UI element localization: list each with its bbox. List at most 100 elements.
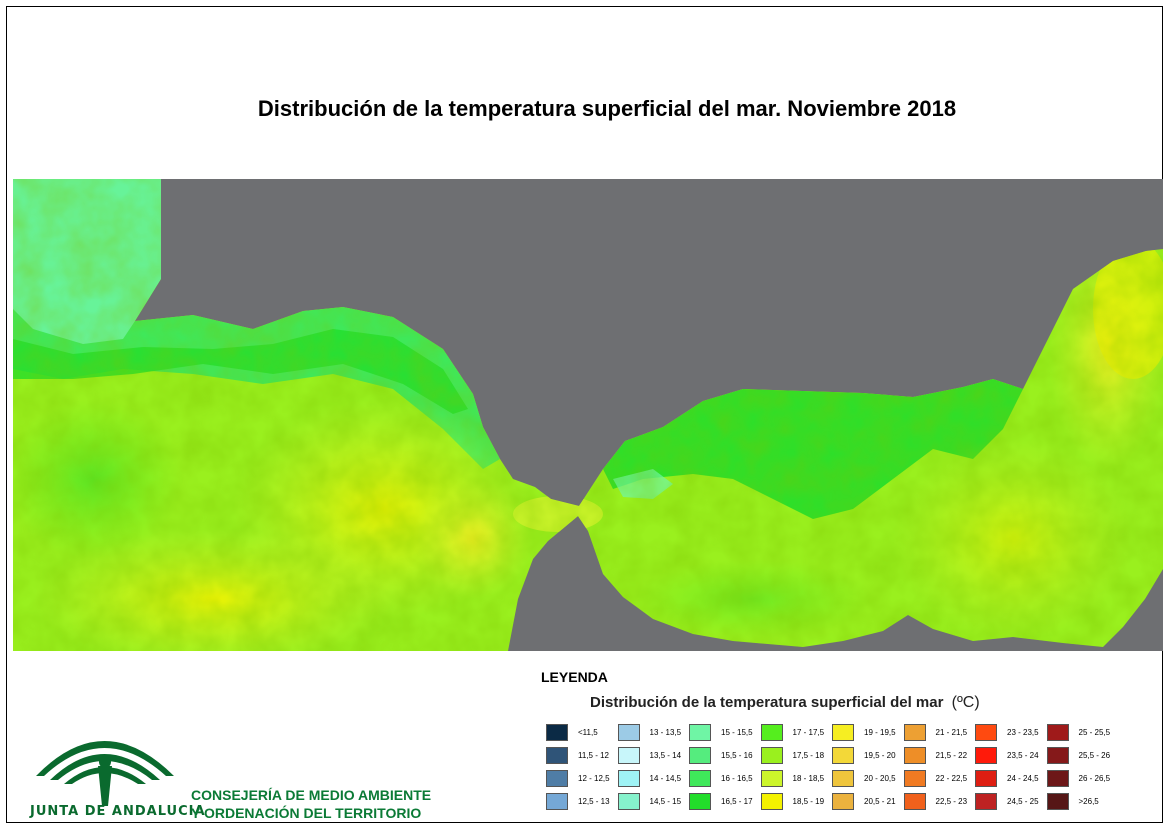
legend-item: 14,5 - 15	[617, 793, 682, 810]
legend-label: 18,5 - 19	[792, 797, 825, 806]
legend-item: 26 - 26,5	[1046, 770, 1111, 787]
legend-swatch	[546, 724, 568, 741]
legend-label: 17 - 17,5	[792, 728, 825, 737]
legend-item: 25,5 - 26	[1046, 747, 1111, 764]
junta-de-andalucia-logo	[36, 741, 174, 806]
legend-swatch	[832, 747, 854, 764]
legend-item: 19 - 19,5	[832, 724, 896, 741]
legend-label: 17,5 - 18	[792, 751, 825, 760]
legend-item: 22 - 22,5	[903, 770, 968, 787]
legend-item: 19,5 - 20	[832, 747, 896, 764]
legend-swatch	[546, 770, 568, 787]
legend-unit: (ºC)	[951, 694, 980, 711]
legend-swatch	[903, 724, 926, 741]
legend-label: 16 - 16,5	[721, 774, 753, 783]
legend-item: 12 - 12,5	[546, 770, 610, 787]
legend-label: 22 - 22,5	[935, 774, 968, 783]
legend-item: 21,5 - 22	[903, 747, 968, 764]
legend-subtitle-text: Distribución de la temperatura superfici…	[590, 694, 944, 711]
legend-label: >26,5	[1078, 797, 1099, 806]
legend-item: 16,5 - 17	[689, 793, 753, 810]
legend-swatch	[975, 747, 997, 764]
legend-item: 15,5 - 16	[689, 747, 753, 764]
legend-label: 15,5 - 16	[721, 751, 753, 760]
legend-swatch	[760, 770, 783, 787]
legend-swatch	[617, 770, 640, 787]
legend-label: 20 - 20,5	[864, 774, 896, 783]
legend-label: 18 - 18,5	[792, 774, 825, 783]
legend-label: 13 - 13,5	[649, 728, 682, 737]
legend-swatch	[903, 770, 926, 787]
legend-swatch	[689, 747, 711, 764]
legend-swatch	[760, 747, 783, 764]
legend-item: 22,5 - 23	[903, 793, 968, 810]
legend-label: 23 - 23,5	[1007, 728, 1039, 737]
legend-item: 25 - 25,5	[1046, 724, 1111, 741]
legend-swatch	[832, 724, 854, 741]
map-title: Distribución de la temperatura superfici…	[257, 96, 957, 121]
logo-text: JUNTA DE ANDALUCIA	[30, 804, 206, 819]
legend-swatch	[1046, 793, 1069, 810]
sea-temperature-map	[13, 179, 1163, 651]
legend-swatch	[903, 747, 926, 764]
organization-line-1: CONSEJERÍA DE MEDIO AMBIENTE	[191, 787, 432, 803]
legend-swatch	[689, 770, 711, 787]
legend-item: 16 - 16,5	[689, 770, 753, 787]
legend-item: 17,5 - 18	[760, 747, 825, 764]
legend-item: 12,5 - 13	[546, 793, 610, 810]
legend-item: 11,5 - 12	[546, 747, 609, 764]
legend-item: 18 - 18,5	[760, 770, 825, 787]
legend-label: 16,5 - 17	[721, 797, 753, 806]
legend-swatch	[617, 724, 640, 741]
legend-label: 15 - 15,5	[721, 728, 753, 737]
legend-item: <11,5	[546, 724, 598, 741]
legend-label: 23,5 - 24	[1007, 751, 1039, 760]
legend-swatch	[975, 770, 997, 787]
legend-label: 19,5 - 20	[864, 751, 896, 760]
legend-item: 13,5 - 14	[617, 747, 682, 764]
legend-swatch	[975, 793, 997, 810]
legend-item: 14 - 14,5	[617, 770, 681, 787]
legend-label: 12 - 12,5	[578, 774, 610, 783]
legend-swatch	[617, 747, 640, 764]
legend-swatch	[546, 747, 568, 764]
legend-swatch	[760, 793, 783, 810]
legend-label: 19 - 19,5	[864, 728, 896, 737]
legend-label: 24,5 - 25	[1007, 797, 1039, 806]
legend-swatch	[832, 793, 854, 810]
legend-item: 20,5 - 21	[832, 793, 896, 810]
legend-swatch	[689, 724, 711, 741]
organization-line-2: Y ORDENACIÓN DEL TERRITORIO	[191, 805, 422, 821]
legend-swatch	[1046, 747, 1069, 764]
legend-label: 26 - 26,5	[1078, 774, 1111, 783]
legend-label: 25,5 - 26	[1078, 751, 1111, 760]
legend-swatch	[760, 724, 783, 741]
legend-swatch	[617, 793, 640, 810]
legend-swatch	[546, 793, 568, 810]
legend-item: 18,5 - 19	[760, 793, 825, 810]
legend-swatch	[903, 793, 926, 810]
legend-item: 15 - 15,5	[689, 724, 753, 741]
legend-label: 22,5 - 23	[935, 797, 968, 806]
legend-label: 21,5 - 22	[935, 751, 968, 760]
legend-swatch	[1046, 770, 1069, 787]
legend-label: 25 - 25,5	[1078, 728, 1111, 737]
legend-item: 23 - 23,5	[975, 724, 1039, 741]
legend-label: 13,5 - 14	[649, 751, 682, 760]
legend-item: 17 - 17,5	[760, 724, 825, 741]
legend-item: 21 - 21,5	[903, 724, 967, 741]
legend-swatch	[975, 724, 997, 741]
legend-label: 11,5 - 12	[578, 751, 609, 760]
legend-swatch	[1046, 724, 1069, 741]
legend-heading: LEYENDA	[541, 669, 608, 685]
legend-item: 20 - 20,5	[832, 770, 896, 787]
legend-label: 12,5 - 13	[578, 797, 610, 806]
legend-swatch	[689, 793, 711, 810]
legend-item: 24,5 - 25	[975, 793, 1039, 810]
organization-name: CONSEJERÍA DE MEDIO AMBIENTE Y ORDENACIÓ…	[191, 786, 431, 822]
legend-subtitle: Distribución de la temperatura superfici…	[590, 694, 980, 712]
legend-label: 20,5 - 21	[864, 797, 896, 806]
legend-item: 24 - 24,5	[975, 770, 1039, 787]
legend-label: 14,5 - 15	[649, 797, 682, 806]
legend-item: 13 - 13,5	[617, 724, 682, 741]
